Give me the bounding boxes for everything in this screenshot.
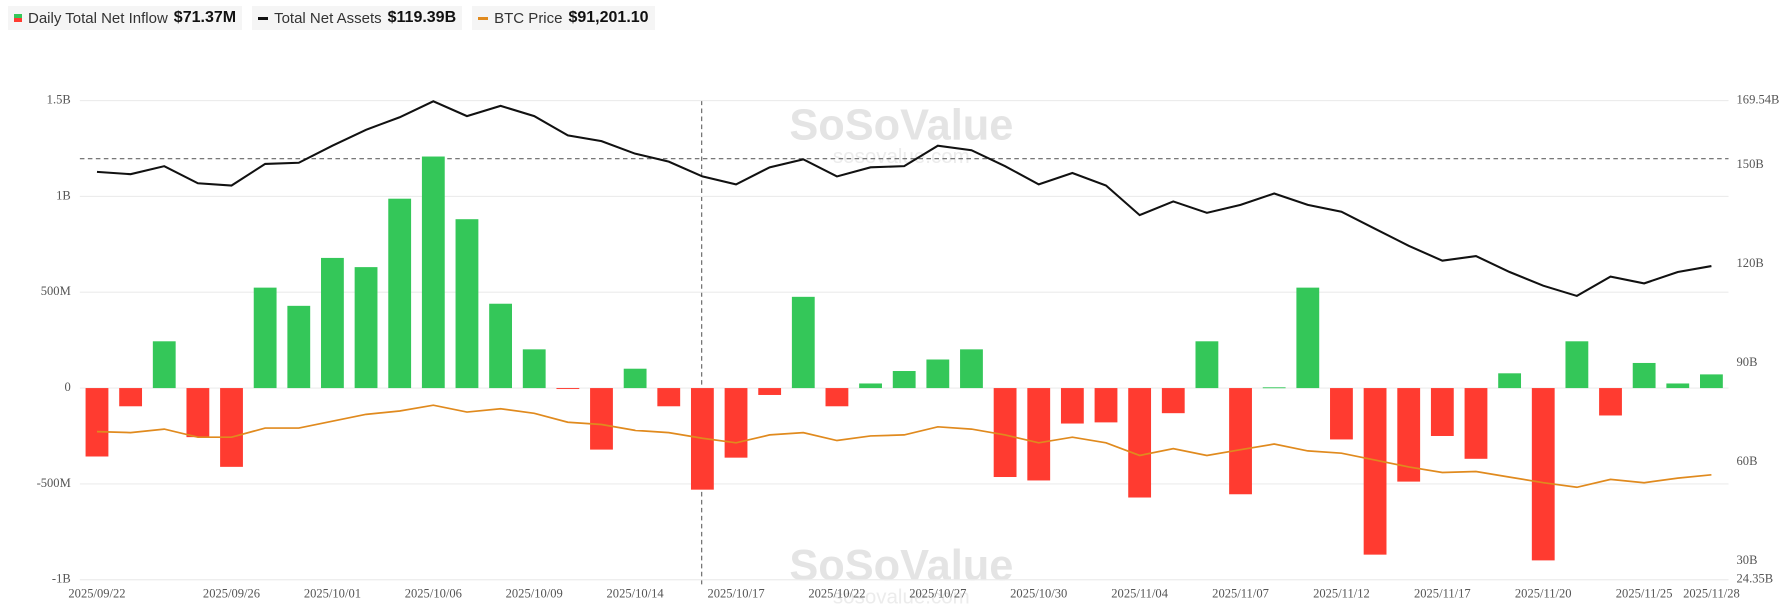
bar bbox=[253, 287, 277, 389]
y-tick-label: -500M bbox=[37, 476, 71, 490]
bar bbox=[825, 388, 849, 407]
bar bbox=[1229, 388, 1252, 495]
bar bbox=[1363, 388, 1387, 555]
bar bbox=[590, 388, 613, 450]
bar bbox=[657, 388, 681, 407]
bar bbox=[220, 388, 243, 467]
bar bbox=[287, 305, 311, 389]
bar bbox=[758, 388, 782, 395]
x-tick-label: 2025/11/17 bbox=[1414, 586, 1471, 600]
x-tick-label: 2025/11/20 bbox=[1515, 586, 1572, 600]
x-tick-label: 2025/11/04 bbox=[1111, 586, 1168, 600]
bar bbox=[1700, 374, 1723, 389]
bar bbox=[1430, 388, 1454, 436]
y-tick-label: 1B bbox=[56, 188, 71, 202]
legend-value: $71.37M bbox=[173, 9, 237, 26]
bar bbox=[1531, 388, 1555, 561]
bar bbox=[1296, 287, 1320, 389]
x-tick-label: 2025/11/28 bbox=[1683, 586, 1740, 600]
legend-item[interactable]: BTC Price $91,201.10 bbox=[472, 6, 655, 30]
y-tick-label: -1B bbox=[52, 572, 71, 586]
bar bbox=[1498, 373, 1522, 389]
bar bbox=[354, 267, 378, 389]
bar bbox=[724, 388, 748, 458]
bar bbox=[1565, 341, 1589, 389]
line bbox=[96, 404, 1712, 489]
watermark: SoSoValue bbox=[789, 101, 1013, 149]
x-tick-label: 2025/11/12 bbox=[1313, 586, 1370, 600]
watermark-sub: sosovalue.com bbox=[833, 585, 970, 605]
bar bbox=[388, 198, 412, 389]
y-tick-label: 500M bbox=[41, 284, 71, 298]
y-tick-label: 0 bbox=[64, 380, 70, 394]
bar bbox=[892, 371, 916, 389]
bar bbox=[1161, 388, 1185, 414]
legend-label: Daily Total Net Inflow bbox=[28, 9, 168, 27]
bar bbox=[926, 359, 950, 389]
y2-tick-label: 30B bbox=[1737, 553, 1758, 567]
y-tick-label: 1.5B bbox=[47, 92, 71, 106]
x-tick-label: 2025/10/01 bbox=[304, 586, 361, 600]
bar bbox=[85, 388, 109, 457]
bar bbox=[455, 219, 479, 389]
watermark-sub: sosovalue.com bbox=[833, 145, 970, 168]
bar bbox=[1397, 388, 1421, 482]
bar bbox=[522, 349, 546, 389]
bar bbox=[119, 388, 143, 407]
y2-tick-label: 24.35B bbox=[1737, 572, 1774, 586]
bar bbox=[556, 388, 580, 390]
bar bbox=[1060, 388, 1084, 424]
legend-icon bbox=[478, 16, 489, 20]
x-tick-label: 2025/10/09 bbox=[506, 586, 563, 600]
y2-tick-label: 169.54B bbox=[1737, 92, 1780, 106]
bar bbox=[1599, 388, 1622, 416]
legend-item[interactable]: Total Net Assets $119.39B bbox=[252, 6, 463, 30]
bar bbox=[1262, 387, 1286, 389]
legend-value: $91,201.10 bbox=[568, 9, 649, 26]
bar bbox=[421, 156, 445, 389]
bar bbox=[489, 303, 512, 389]
watermark: SoSoValue bbox=[789, 542, 1013, 590]
legend-icon bbox=[14, 14, 22, 22]
bar bbox=[321, 257, 344, 389]
bar bbox=[1094, 388, 1118, 423]
y2-tick-label: 60B bbox=[1737, 454, 1758, 468]
bar bbox=[993, 388, 1017, 478]
y2-tick-label: 90B bbox=[1737, 355, 1758, 369]
bar bbox=[1666, 383, 1690, 389]
bar bbox=[1632, 362, 1656, 389]
bar bbox=[960, 349, 983, 389]
legend-item[interactable]: Daily Total Net Inflow $71.37M bbox=[8, 6, 243, 30]
bar bbox=[1195, 341, 1219, 389]
x-tick-label: 2025/11/07 bbox=[1212, 586, 1269, 600]
x-tick-label: 2025/10/14 bbox=[607, 586, 665, 600]
bar bbox=[152, 341, 176, 389]
x-tick-label: 2025/10/27 bbox=[909, 586, 966, 600]
y2-tick-label: 150B bbox=[1737, 157, 1764, 171]
x-tick-label: 2025/10/22 bbox=[808, 586, 865, 600]
x-tick-label: 2025/10/30 bbox=[1010, 586, 1067, 600]
x-tick-label: 2025/09/26 bbox=[203, 586, 260, 600]
bar bbox=[1027, 388, 1051, 481]
bar bbox=[1128, 388, 1152, 498]
bar bbox=[186, 388, 210, 438]
x-tick-label: 2025/10/17 bbox=[707, 586, 764, 600]
x-tick-label: 2025/09/22 bbox=[68, 586, 125, 600]
y2-tick-label: 120B bbox=[1737, 256, 1764, 270]
legend-value: $119.39B bbox=[387, 9, 457, 26]
bar bbox=[791, 296, 815, 389]
legend: Daily Total Net Inflow $71.37M Total Net A… bbox=[8, 6, 655, 30]
x-tick-label: 2025/10/06 bbox=[405, 586, 462, 600]
bar bbox=[859, 383, 882, 389]
legend-icon bbox=[258, 16, 269, 20]
legend-label: BTC Price bbox=[494, 9, 563, 27]
bar bbox=[1330, 388, 1353, 440]
bar bbox=[623, 368, 647, 389]
line bbox=[96, 100, 1712, 298]
legend-label: Total Net Assets bbox=[274, 9, 382, 27]
x-tick-label: 2025/11/25 bbox=[1616, 586, 1673, 600]
bar bbox=[1464, 388, 1488, 459]
